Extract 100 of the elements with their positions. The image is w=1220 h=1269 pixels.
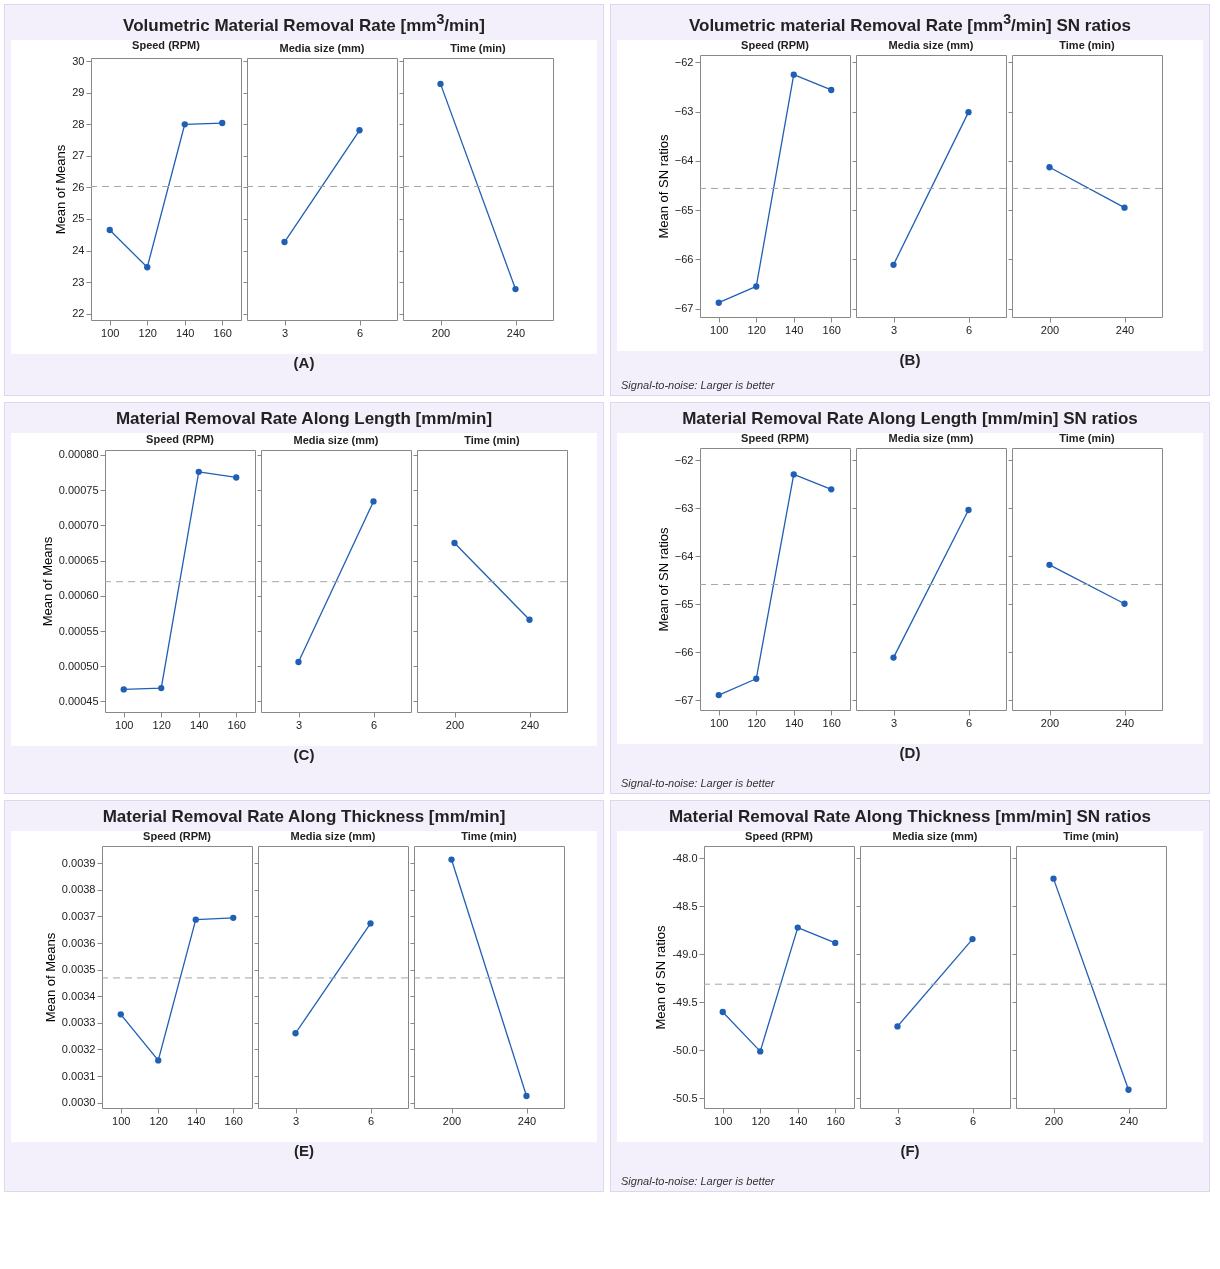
- x-tick-label: 240: [517, 1114, 536, 1127]
- text: Signal-to-noise: Larger is better: [621, 379, 775, 391]
- text: (E): [293, 1142, 315, 1159]
- y-tick-label: 0.00080: [58, 448, 98, 461]
- y-tick-label: -49.5: [671, 995, 697, 1008]
- y-tick-label: 0.0036: [61, 936, 95, 949]
- y-tick-label: 0.0039: [61, 856, 95, 869]
- chart-subtitle: Time (min): [1059, 38, 1116, 51]
- x-tick-label: 140: [186, 1114, 205, 1127]
- x-tick-label: 3: [890, 323, 898, 336]
- x-tick-label: 160: [822, 323, 841, 336]
- chart-subtitle: Media size (mm): [279, 41, 365, 54]
- text: Material Removal Rate Along Length [mm/min]: [114, 409, 494, 429]
- x-tick-label: 120: [152, 718, 171, 731]
- y-tick-label: 30: [72, 54, 85, 67]
- x-tick-label: 240: [520, 718, 539, 731]
- chart-subtitle: Speed (RPM): [744, 830, 813, 842]
- y-tick-label: -48.5: [671, 899, 697, 912]
- x-tick-label: 100: [710, 323, 729, 336]
- chart-subtitle: Media size (mm): [290, 830, 376, 842]
- y-tick-label: -50.5: [671, 1091, 697, 1104]
- y-tick-label: 0.00060: [58, 589, 98, 602]
- chart-subtitle: Speed (RPM): [741, 432, 810, 444]
- x-tick-label: 200: [1044, 1114, 1063, 1127]
- y-tick-label: 0.00065: [58, 554, 98, 567]
- text: (A): [292, 353, 316, 371]
- x-tick-label: 6: [367, 1114, 374, 1127]
- y-tick-label: -48.0: [671, 851, 697, 864]
- text: Volumetric material Removal Rate [mm$^{3}$/min] SN ratios: [687, 11, 1133, 36]
- y-tick-label: −64: [674, 154, 694, 167]
- x-tick-label: 160: [213, 326, 232, 339]
- x-tick-label: 100: [101, 326, 120, 339]
- y-tick-label: −62: [674, 453, 694, 466]
- x-tick-label: 120: [149, 1114, 168, 1127]
- y-tick-label: −63: [674, 501, 694, 514]
- x-tick-label: 3: [894, 1114, 901, 1127]
- x-tick-label: 100: [713, 1114, 732, 1127]
- chart-subtitle: Media size (mm): [888, 432, 974, 444]
- y-tick-label: 0.00050: [58, 659, 98, 672]
- x-tick-label: 120: [747, 716, 766, 729]
- y-tick-label: −62: [674, 55, 694, 68]
- x-tick-label: 100: [111, 1114, 130, 1127]
- text: (D): [898, 744, 922, 761]
- y-tick-label: 22: [72, 306, 85, 319]
- x-tick-label: 140: [785, 716, 804, 729]
- y-tick-label: 0.0033: [61, 1016, 95, 1029]
- x-tick-label: 3: [890, 716, 898, 729]
- y-tick-label: 0.0032: [61, 1042, 95, 1055]
- y-tick-label: 28: [72, 117, 85, 130]
- text: (C): [292, 746, 316, 763]
- y-tick-label: −63: [674, 104, 694, 117]
- chart-subtitle: Time (min): [1062, 830, 1119, 842]
- y-axis-title: Mean of SN ratios: [655, 133, 671, 239]
- x-tick-label: 6: [965, 323, 973, 336]
- text: Material Removal Rate Along Thickness [mm/min]: [101, 807, 507, 827]
- y-tick-label: -50.0: [671, 1043, 697, 1056]
- chart-subtitle: Speed (RPM): [145, 432, 214, 445]
- text: Signal-to-noise: Larger is better: [621, 1175, 775, 1187]
- y-tick-label: 0.00070: [58, 518, 98, 531]
- chart-subtitle: Speed (RPM): [132, 38, 201, 51]
- chart-subtitle: Speed (RPM): [741, 38, 810, 51]
- chart-subtitle: Time (min): [460, 830, 517, 842]
- y-tick-label: 0.00055: [58, 624, 98, 637]
- x-tick-label: 140: [785, 323, 804, 336]
- chart-subtitle: Time (min): [1059, 432, 1116, 444]
- x-tick-label: 140: [176, 326, 195, 339]
- y-tick-label: 0.0030: [61, 1096, 95, 1109]
- chart-subtitle: Time (min): [463, 434, 520, 446]
- x-tick-label: 160: [224, 1114, 243, 1127]
- y-tick-label: 26: [72, 180, 85, 193]
- x-tick-label: 200: [445, 718, 464, 731]
- y-tick-label: -49.0: [671, 947, 697, 960]
- text: Material Removal Rate Along Length [mm/min] SN ratios: [681, 409, 1139, 429]
- x-tick-label: 240: [506, 326, 526, 339]
- y-tick-label: 0.0031: [61, 1069, 95, 1082]
- y-axis-title: Mean of Means: [53, 143, 69, 234]
- x-tick-label: 200: [442, 1114, 461, 1127]
- x-tick-label: 100: [114, 718, 133, 731]
- x-tick-label: 200: [1040, 323, 1060, 336]
- x-tick-label: 6: [370, 718, 377, 731]
- y-tick-label: −66: [674, 645, 694, 658]
- x-tick-label: 6: [356, 326, 364, 339]
- y-tick-label: 27: [72, 149, 85, 162]
- x-tick-label: 240: [1119, 1114, 1138, 1127]
- chart-subtitle: Time (min): [450, 41, 507, 54]
- text: Volumetric Material Removal Rate [mm$^{3}$/min]: [122, 11, 486, 36]
- chart-subtitle: Media size (mm): [888, 38, 974, 51]
- y-axis-title: Mean of SN ratios: [652, 924, 668, 1030]
- chart-subtitle: Media size (mm): [892, 830, 978, 842]
- x-tick-label: 120: [138, 326, 157, 339]
- y-axis-title: Mean of Means: [42, 932, 58, 1023]
- x-tick-label: 160: [822, 716, 841, 729]
- y-axis-title: Mean of Means: [39, 536, 55, 627]
- x-tick-label: 160: [826, 1114, 845, 1127]
- x-tick-label: 200: [1040, 716, 1060, 729]
- x-tick-label: 140: [189, 718, 208, 731]
- x-tick-label: 6: [969, 1114, 976, 1127]
- x-tick-label: 120: [751, 1114, 770, 1127]
- x-tick-label: 160: [227, 718, 246, 731]
- y-tick-label: 29: [72, 85, 85, 98]
